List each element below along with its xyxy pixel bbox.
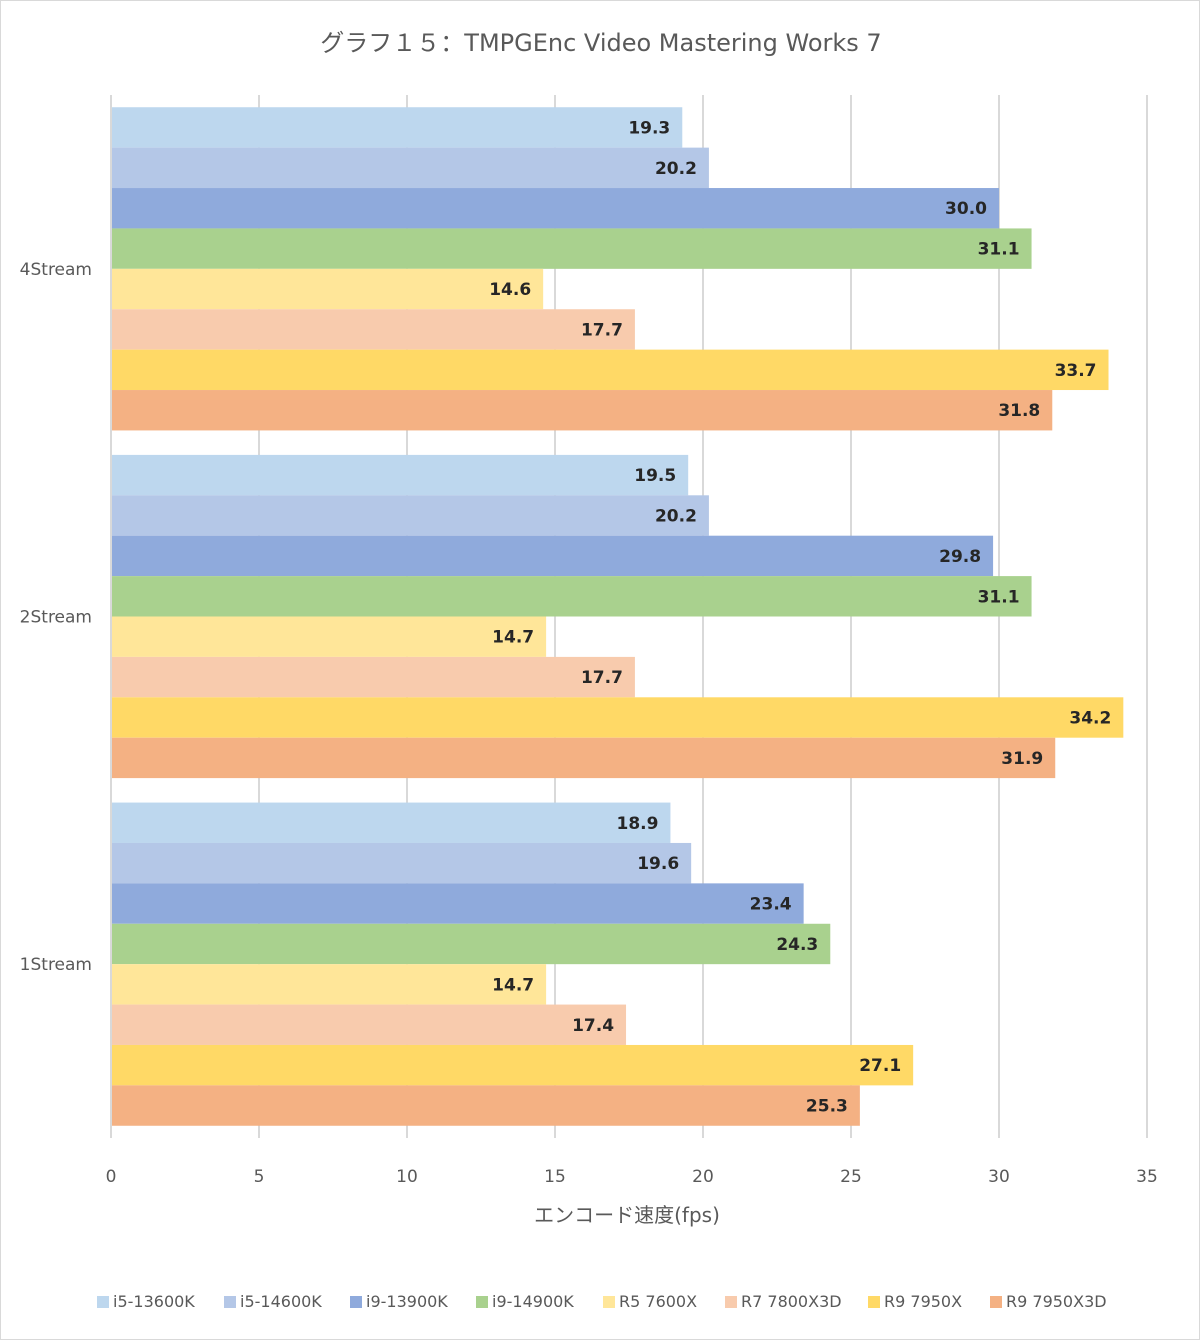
legend-item: i9-14900K (476, 1292, 574, 1311)
category-label: 4Stream (20, 260, 92, 280)
bar (111, 802, 671, 843)
x-tick-label: 35 (1136, 1167, 1158, 1187)
legend-swatch (868, 1295, 880, 1308)
legend-item: R9 7950X (868, 1292, 962, 1311)
x-tick-label: 20 (692, 1167, 714, 1187)
x-axis-title: エンコード速度(fps) (534, 1203, 720, 1227)
legend-swatch (990, 1295, 1002, 1308)
legend-label: i5-14600K (240, 1292, 322, 1311)
legend-label: R9 7950X (884, 1292, 963, 1311)
x-tick-label: 0 (106, 1167, 117, 1187)
legend-item: i5-14600K (224, 1292, 322, 1311)
bar (111, 923, 831, 965)
category-label: 2Stream (20, 608, 92, 628)
bar (111, 107, 683, 148)
x-tick-label: 10 (396, 1167, 418, 1187)
bar (111, 268, 544, 310)
bar (111, 147, 709, 189)
data-label: 31.9 (1001, 749, 1043, 769)
bar (111, 576, 1032, 617)
legend-swatch (603, 1295, 615, 1308)
data-label: 14.6 (489, 280, 531, 300)
data-label: 25.3 (806, 1097, 848, 1117)
data-label: 31.1 (978, 587, 1020, 607)
legend-swatch (476, 1295, 488, 1308)
bar (111, 390, 1053, 431)
data-label: 19.6 (637, 854, 679, 874)
data-label: 18.9 (616, 814, 658, 834)
category-label: 1Stream (20, 955, 92, 975)
x-tick-label: 5 (254, 1167, 265, 1187)
data-label: 33.7 (1055, 361, 1097, 381)
chart-title: グラフ１５：TMPGEnc Video Mastering Works 7 (320, 29, 882, 57)
bar (111, 697, 1124, 738)
legend-swatch (224, 1295, 236, 1308)
data-label: 34.2 (1069, 709, 1111, 729)
legend-label: i9-13900K (366, 1292, 448, 1311)
legend-label: R9 7950X3D (1006, 1292, 1107, 1311)
legend-item: i5-13600K (97, 1292, 195, 1311)
data-label: 29.8 (939, 547, 981, 567)
data-label: 17.7 (581, 320, 623, 340)
bar (111, 964, 547, 1005)
legend-item: i9-13900K (350, 1292, 448, 1311)
data-label: 17.4 (572, 1016, 614, 1036)
bar (111, 188, 999, 229)
data-label: 24.3 (776, 935, 818, 955)
legend-item: R9 7950X3D (990, 1292, 1107, 1311)
data-label: 23.4 (750, 895, 792, 915)
data-label: 31.1 (978, 240, 1020, 260)
bar (111, 535, 994, 577)
data-label: 20.2 (655, 159, 697, 179)
data-label: 27.1 (859, 1056, 901, 1076)
legend-swatch (725, 1295, 737, 1308)
chart-legend: i5-13600K i5-14600K i9-13900K i9-14900K R5 7… (0, 1292, 1200, 1320)
bar (111, 1085, 860, 1126)
bar (111, 228, 1032, 269)
legend-swatch (350, 1295, 362, 1308)
bar (111, 737, 1056, 779)
bar (111, 656, 635, 698)
data-label: 17.7 (581, 668, 623, 688)
data-label: 14.7 (492, 628, 534, 648)
bar (111, 1004, 627, 1045)
bar (111, 1044, 914, 1086)
data-label: 31.8 (998, 401, 1040, 421)
data-label: 19.3 (628, 118, 670, 138)
legend-label: i9-14900K (492, 1292, 574, 1311)
bar (111, 883, 804, 924)
x-tick-label: 15 (544, 1167, 566, 1187)
data-label: 20.2 (655, 507, 697, 527)
bar (111, 349, 1109, 391)
bar (111, 495, 709, 536)
bar (111, 454, 689, 496)
data-label: 30.0 (945, 199, 987, 219)
legend-label: i5-13600K (113, 1292, 195, 1311)
bar (111, 309, 635, 350)
legend-label: R5 7600X (619, 1292, 698, 1311)
legend-label: R7 7800X3D (741, 1292, 842, 1311)
bar (111, 842, 692, 884)
legend-item: R5 7600X (603, 1292, 697, 1311)
bar (111, 616, 547, 657)
legend-item: R7 7800X3D (725, 1292, 842, 1311)
data-label: 19.5 (634, 466, 676, 486)
x-tick-label: 30 (988, 1167, 1010, 1187)
data-label: 14.7 (492, 975, 534, 995)
legend-swatch (97, 1295, 109, 1308)
x-tick-label: 25 (840, 1167, 862, 1187)
